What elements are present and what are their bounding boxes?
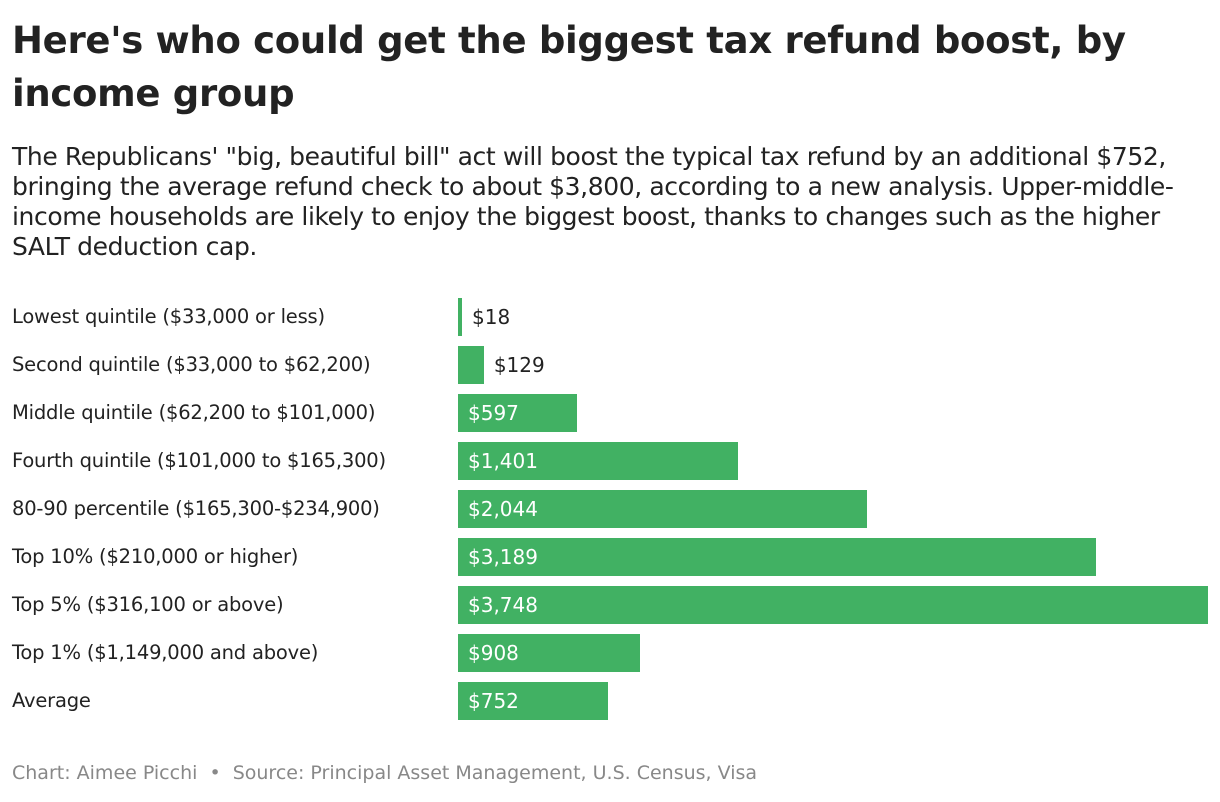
data-label: $2,044 bbox=[468, 497, 538, 521]
category-label: Second quintile ($33,000 to $62,200) bbox=[12, 353, 371, 376]
bar bbox=[458, 394, 578, 432]
data-label: $3,189 bbox=[468, 545, 538, 569]
category-label: Lowest quintile ($33,000 or less) bbox=[12, 305, 325, 328]
data-label: $908 bbox=[468, 641, 519, 665]
chart-source: Source: Principal Asset Management, U.S.… bbox=[232, 762, 758, 784]
separator-dot: • bbox=[209, 762, 221, 784]
data-label: $129 bbox=[493, 353, 545, 377]
data-label: $18 bbox=[472, 305, 511, 329]
chart-subtitle: The Republicans' "big, beautiful bill" a… bbox=[12, 142, 1174, 261]
data-label: $752 bbox=[468, 689, 519, 713]
category-label: Middle quintile ($62,200 to $101,000) bbox=[12, 401, 376, 424]
data-label: $1,401 bbox=[468, 449, 538, 473]
category-label: Top 10% ($210,000 or higher) bbox=[12, 545, 299, 568]
chart-footer: Chart: Aimee Picchi • Source: Principal … bbox=[12, 762, 757, 784]
category-label: Top 1% ($1,149,000 and above) bbox=[12, 641, 319, 664]
bar bbox=[458, 298, 462, 336]
bar bbox=[458, 538, 1097, 576]
bar bbox=[458, 634, 640, 672]
category-label: Top 5% ($316,100 or above) bbox=[12, 593, 284, 616]
category-label: 80-90 percentile ($165,300-$234,900) bbox=[12, 497, 380, 520]
category-label: Fourth quintile ($101,000 to $165,300) bbox=[12, 449, 386, 472]
bar bbox=[458, 682, 609, 720]
category-label: Average bbox=[12, 689, 91, 712]
bar bbox=[458, 490, 868, 528]
data-label: $3,748 bbox=[468, 593, 538, 617]
data-label: $597 bbox=[468, 401, 519, 425]
chart-title: Here's who could get the biggest tax ref… bbox=[12, 19, 1126, 115]
bar bbox=[458, 586, 1208, 624]
bar bbox=[458, 442, 739, 480]
chart-credit: Chart: Aimee Picchi bbox=[12, 762, 198, 784]
bar bbox=[458, 346, 484, 384]
